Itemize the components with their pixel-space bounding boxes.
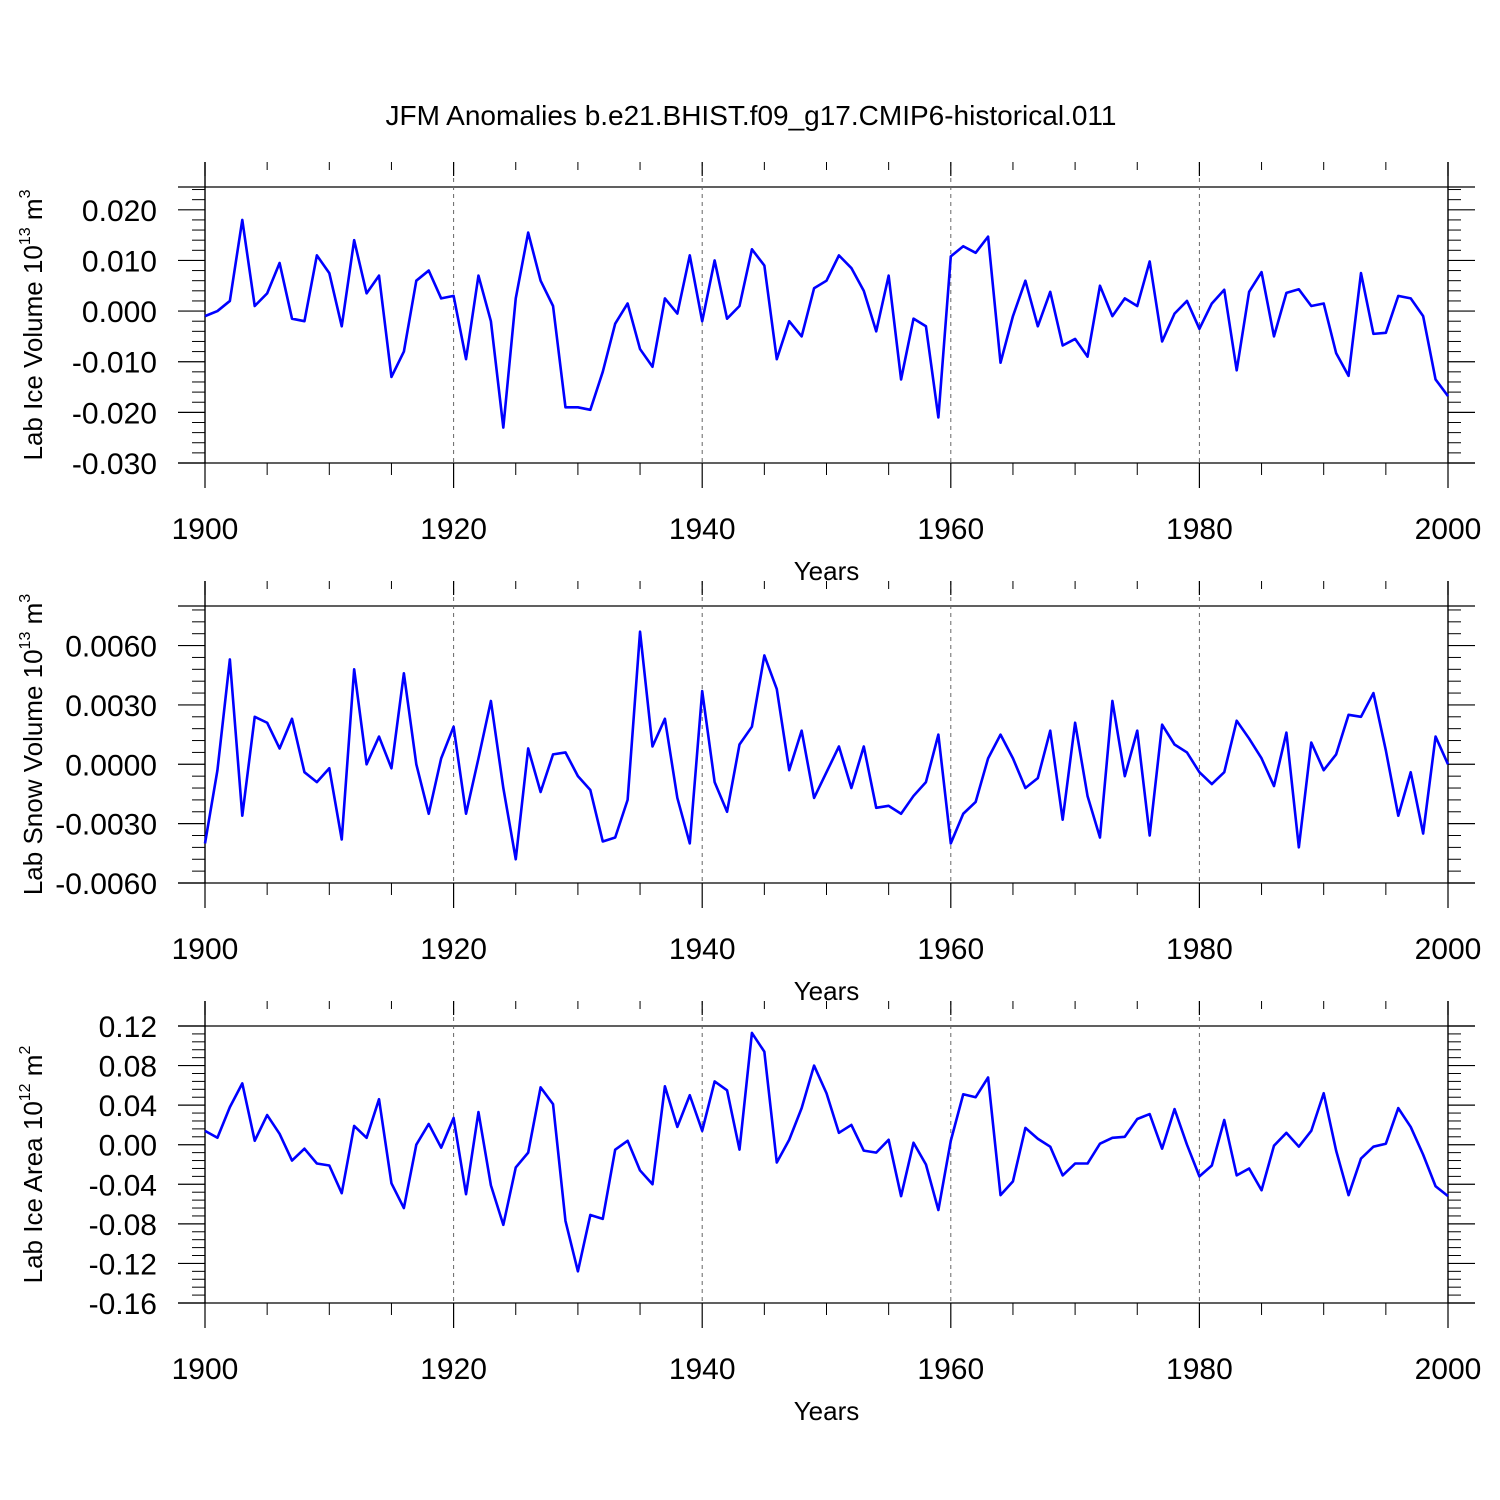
series-line [204,218,1450,429]
y-tick-label: 0.00 [99,1130,157,1163]
y-tick-label: -0.0060 [55,868,157,901]
y-label-text: Lab Snow Volume 10 [18,649,48,895]
x-tick-label: 1940 [669,513,736,546]
x-tick-label: 1920 [420,513,487,546]
chart-panel-1: 1900 1920 1940 1960 1980 2000 -0.030 -0.020 -0.0… [17,162,1481,586]
y-axis-label: Lab Ice Volume 1013 m3 [17,189,48,460]
x-tick-label: 1960 [917,513,984,546]
y-label-text: Lab Ice Volume 10 [18,245,48,460]
x-tick-label: 1900 [172,933,239,966]
panels: 1900 1920 1940 1960 1980 2000 -0.030 -0.020 -0.0… [17,162,1481,1426]
y-tick-label: 0.010 [82,245,157,278]
y-tick-label: -0.12 [89,1248,157,1281]
x-tick-label: 1940 [669,1353,736,1386]
y-axis-label: Lab Snow Volume 1013 m3 [17,594,48,895]
y-tick-label: 0.0060 [65,631,157,664]
x-tick-label: 1980 [1166,933,1233,966]
x-axis-label: Years [794,1396,860,1426]
x-tick-label: 1900 [172,1353,239,1386]
series-line [203,630,1450,861]
y-label-unit-exponent: 2 [17,1046,34,1055]
y-tick-label: -0.020 [72,397,157,430]
y-label-exponent: 13 [17,227,34,245]
x-tick-label: 1940 [669,933,736,966]
x-tick-label: 2000 [1415,513,1482,546]
x-tick-label: 1920 [420,1353,487,1386]
y-tick-label: 0.000 [82,296,157,329]
y-axis-label: Lab Ice Area 1012 m2 [17,1046,48,1284]
y-tick-label: 0.020 [82,195,157,228]
y-label-unit: m [18,1055,48,1084]
y-tick-label: -0.08 [89,1209,157,1242]
x-tick-label: 2000 [1415,933,1482,966]
x-tick-label: 1920 [420,933,487,966]
y-label-text: Lab Ice Area 10 [18,1101,48,1283]
x-tick-label: 1960 [917,1353,984,1386]
x-tick-label: 2000 [1415,1353,1482,1386]
y-tick-label: -0.04 [89,1169,157,1202]
y-label-exponent: 12 [17,1083,34,1101]
series-line [204,1031,1449,1273]
y-tick-label: 0.12 [99,1011,157,1044]
y-tick-label: 0.0030 [65,690,157,723]
y-tick-label: 0.0000 [65,749,157,782]
figure-title: JFM Anomalies b.e21.BHIST.f09_g17.CMIP6-… [386,100,1117,131]
y-label-unit-exponent: 3 [17,594,34,603]
y-tick-label: -0.0030 [55,809,157,842]
y-label-exponent: 13 [17,632,34,650]
y-tick-label: -0.010 [72,347,157,380]
y-label-unit: m [18,603,48,632]
chart-panel-2: 1900 1920 1940 1960 1980 2000 -0.0060 -0.0030 0.… [17,581,1481,1006]
y-tick-label: -0.16 [89,1288,157,1321]
y-label-unit-exponent: 3 [17,189,34,198]
x-tick-label: 1980 [1166,513,1233,546]
x-tick-label: 1980 [1166,1353,1233,1386]
chart-panel-3: 1900 1920 1940 1960 1980 2000 -0.16 -0.12 -0.08 -… [17,1001,1481,1426]
y-tick-label: 0.08 [99,1051,157,1084]
x-tick-label: 1960 [917,933,984,966]
x-tick-label: 1900 [172,513,239,546]
y-tick-label: 0.04 [99,1090,157,1123]
y-tick-label: -0.030 [72,448,157,481]
y-label-unit: m [18,198,48,227]
